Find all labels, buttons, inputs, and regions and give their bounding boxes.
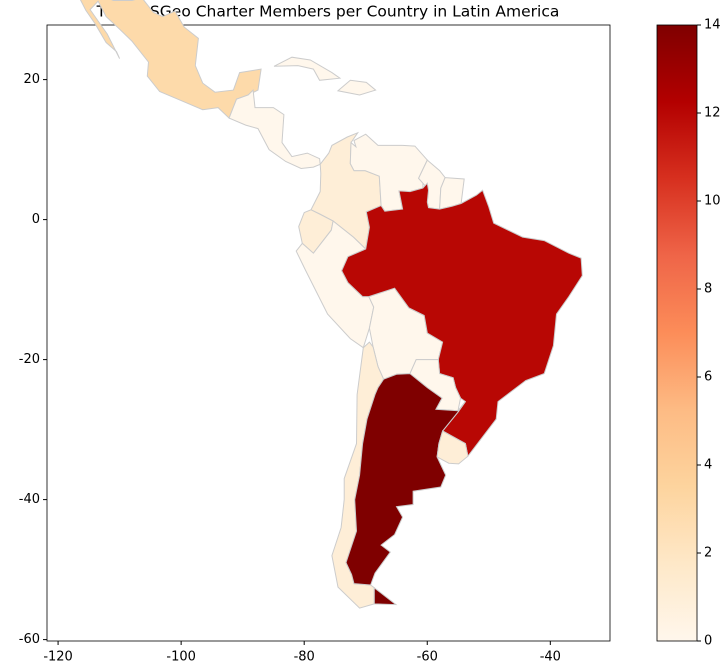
colorbar-tick-label: 10: [704, 194, 721, 209]
country-region: [345, 373, 466, 606]
country-region: [436, 430, 469, 465]
y-tick-label: 20: [23, 72, 40, 87]
x-tick-label: -80: [294, 650, 315, 665]
colorbar-tick-label: 4: [704, 458, 712, 473]
plot-frame: [46, 24, 611, 642]
colorbar-tick-label: 0: [704, 634, 712, 649]
colorbar-tick-label: 8: [704, 282, 712, 297]
colorbar-tick-label: 6: [704, 370, 712, 385]
y-tick-label: -60: [19, 632, 40, 647]
x-tick-label: -100: [166, 650, 196, 665]
colorbar-tick-label: 14: [704, 18, 721, 33]
colorbar: [656, 24, 698, 642]
y-tick-label: 0: [32, 212, 40, 227]
x-tick-label: -40: [540, 650, 561, 665]
y-tick-label: -40: [19, 492, 40, 507]
x-tick-label: -60: [417, 650, 438, 665]
x-tick-label: -120: [43, 650, 73, 665]
country-region: [336, 79, 377, 96]
chart-title: Total OSGeo Charter Members per Country …: [96, 3, 560, 21]
y-tick-label: -20: [19, 352, 40, 367]
country-region: [273, 56, 342, 81]
colorbar-tick-label: 2: [704, 546, 712, 561]
country-region: [228, 89, 321, 170]
colorbar-tick-label: 12: [704, 106, 721, 121]
